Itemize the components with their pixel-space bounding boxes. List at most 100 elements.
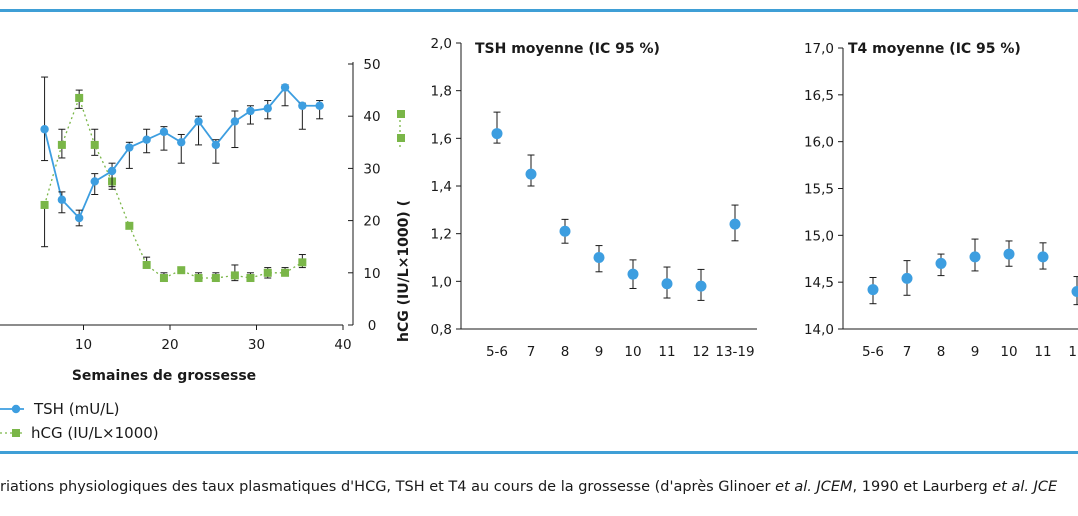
- point-tsh: [194, 117, 203, 126]
- data-point: [525, 168, 537, 180]
- data-point: [935, 257, 947, 269]
- point-hcg: [281, 268, 290, 277]
- point-hcg: [230, 271, 239, 280]
- legend-label-hcg: hCG (IU/L×1000): [31, 424, 159, 442]
- caption-text-mid: , 1990 et Laurberg: [852, 479, 993, 495]
- x-tick-label: 10: [624, 344, 641, 360]
- point-tsh: [298, 101, 307, 110]
- x-tick-label: 11: [1034, 344, 1051, 360]
- panel-title: T4 moyenne (IC 95 %): [848, 41, 1021, 57]
- point-tsh: [246, 106, 255, 116]
- data-point: [491, 128, 503, 140]
- x-tick-label: 40: [334, 337, 351, 353]
- x-tick-label: 20: [161, 337, 178, 353]
- y-tick-label: 20: [363, 214, 380, 230]
- point-tsh: [142, 135, 151, 144]
- caption-text-main: riations physiologiques des taux plasmat…: [0, 479, 776, 495]
- y-tick-label: 17,0: [804, 41, 834, 57]
- y-tick-label: 2,0: [431, 36, 452, 52]
- point-tsh: [107, 166, 117, 176]
- data-point: [1037, 251, 1049, 263]
- panel-title: TSH moyenne (IC 95 %): [475, 41, 660, 57]
- point-hcg: [125, 221, 134, 230]
- point-hcg: [75, 93, 84, 102]
- data-point: [1071, 286, 1078, 298]
- x-tick-label: 13-19: [715, 344, 754, 360]
- point-tsh: [90, 177, 99, 186]
- legend-label-tsh: TSH (mU/L): [33, 400, 119, 418]
- legend-marker-tsh: [11, 404, 21, 414]
- y-tick-label: 0: [368, 318, 377, 334]
- figure-caption: riations physiologiques des taux plasmat…: [0, 479, 1057, 495]
- y-tick-label: 15,5: [804, 182, 834, 198]
- y-axis-title-hcg: hCG (IU/L×1000) (: [396, 200, 412, 342]
- y-tick-label: 50: [363, 57, 380, 73]
- point-tsh: [315, 101, 324, 110]
- point-tsh: [125, 143, 134, 152]
- caption-etal-1: et al. JCEM: [775, 479, 853, 495]
- x-tick-label: 10: [75, 337, 92, 353]
- data-point: [729, 218, 741, 230]
- point-tsh: [177, 138, 186, 147]
- data-point: [867, 284, 879, 296]
- y-tick-label: 14,0: [804, 322, 834, 338]
- x-tick-label: 12: [1068, 344, 1078, 360]
- x-axis-title: Semaines de grossesse: [72, 368, 256, 384]
- legend-marker-hcg: [12, 429, 20, 437]
- y-tick-label: 1,0: [431, 274, 452, 290]
- y-tick-label: 16,0: [804, 135, 834, 151]
- point-tsh: [159, 127, 169, 137]
- data-point: [559, 225, 571, 237]
- data-point: [661, 278, 673, 290]
- point-tsh: [40, 125, 49, 134]
- point-tsh: [74, 213, 84, 223]
- x-tick-label: 8: [937, 344, 946, 360]
- x-tick-label: 5-6: [862, 344, 884, 360]
- point-hcg: [40, 200, 49, 209]
- point-hcg: [246, 274, 255, 283]
- chart-hcg-tsh-weeks: 10 20 30 40 0 10 20 30 40 50 hCG (IU/L×1000) ( Sema…: [0, 57, 412, 442]
- point-tsh: [211, 140, 221, 150]
- y-tick-label: 40: [363, 109, 380, 125]
- point-hcg: [159, 274, 168, 283]
- data-point: [695, 280, 707, 292]
- axis-legend-marker-hcg: [397, 110, 405, 118]
- x-tick-label: 12: [692, 344, 709, 360]
- y-tick-label: 15,0: [804, 228, 834, 244]
- y-tick-label: 14,5: [804, 275, 834, 291]
- y-tick-label: 1,8: [431, 84, 452, 100]
- chart-tsh-moyenne: 0,8 1,0 1,2 1,4 1,6 1,8 2,0 5-6 7 8 9 10 11 12 13-19 TS…: [431, 36, 757, 360]
- axis-legend-marker-hcg: [397, 134, 405, 142]
- x-tick-label: 7: [527, 344, 536, 360]
- x-tick-label: 9: [971, 344, 980, 360]
- y-tick-label: 10: [363, 266, 380, 282]
- data-point: [1003, 248, 1015, 260]
- point-tsh: [230, 117, 240, 126]
- y-tick-label: 30: [363, 161, 380, 177]
- bottom-rule: [0, 451, 1078, 454]
- x-tick-label: 5-6: [486, 344, 508, 360]
- point-hcg: [90, 140, 99, 149]
- y-tick-label: 1,2: [431, 227, 452, 243]
- x-tick-label: 7: [903, 344, 912, 360]
- point-tsh: [280, 83, 290, 92]
- caption-etal-2: et al. JCE: [992, 479, 1058, 495]
- data-point: [969, 251, 981, 263]
- data-point: [901, 272, 913, 284]
- x-tick-label: 8: [561, 344, 570, 360]
- chart-t4-moyenne: 14,0 14,5 15,0 15,5 16,0 16,5 17,0 5-6 7 8 9 10 11 12…: [804, 41, 1078, 360]
- x-tick-label: 9: [595, 344, 604, 360]
- point-hcg: [194, 274, 203, 283]
- point-hcg: [298, 258, 307, 267]
- y-tick-label: 16,5: [804, 88, 834, 104]
- point-hcg: [142, 260, 151, 269]
- data-point: [627, 268, 639, 280]
- point-hcg: [211, 274, 220, 283]
- x-tick-label: 10: [1000, 344, 1017, 360]
- point-hcg: [57, 140, 66, 149]
- y-tick-label: 0,8: [431, 322, 452, 338]
- point-hcg: [177, 266, 186, 275]
- point-tsh: [57, 195, 67, 204]
- y-tick-label: 1,6: [431, 131, 452, 147]
- x-tick-label: 30: [248, 337, 265, 353]
